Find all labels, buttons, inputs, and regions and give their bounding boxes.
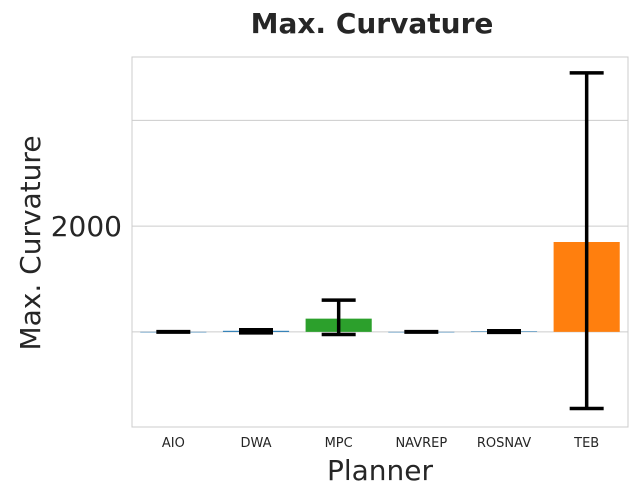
x-tick-label-rosnav: ROSNAV — [477, 436, 531, 451]
bars — [140, 242, 620, 333]
error-bars — [156, 71, 604, 411]
y-tick-labels: 2000 — [51, 210, 122, 243]
x-tick-label-dwa: DWA — [240, 436, 271, 451]
x-tick-label-aio: AIO — [162, 436, 185, 451]
plot-area — [131, 56, 629, 428]
x-tick-label-navrep: NAVREP — [395, 436, 447, 451]
chart-title: Max. Curvature — [251, 7, 494, 40]
x-tick-label-mpc: MPC — [325, 436, 353, 451]
gridlines — [132, 119, 628, 333]
x-tick-labels: AIO DWA MPC NAVREP ROSNAV TEB — [162, 436, 599, 451]
x-tick-label-teb: TEB — [573, 436, 599, 451]
y-axis-label: Max. Curvature — [14, 135, 47, 350]
y-tick-label-0: 2000 — [51, 210, 122, 243]
x-axis-label: Planner — [327, 454, 434, 487]
